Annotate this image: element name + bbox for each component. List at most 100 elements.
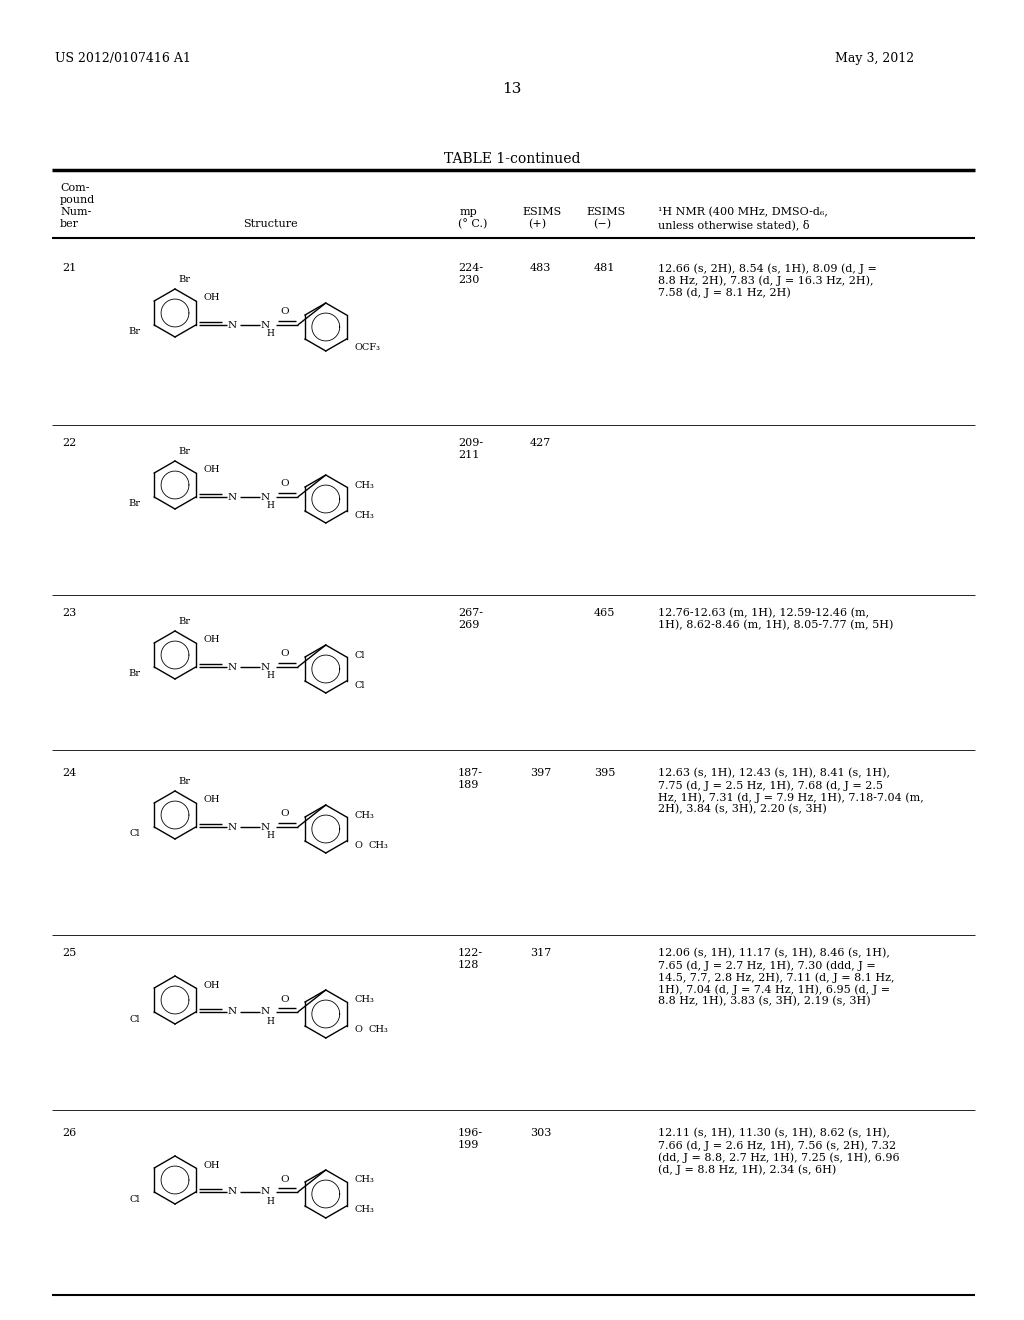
Text: O: O: [281, 1175, 289, 1184]
Text: OH: OH: [204, 466, 220, 474]
Text: 209-: 209-: [458, 438, 483, 447]
Text: OH: OH: [204, 635, 220, 644]
Text: Hz, 1H), 7.31 (d, J = 7.9 Hz, 1H), 7.18-7.04 (m,: Hz, 1H), 7.31 (d, J = 7.9 Hz, 1H), 7.18-…: [658, 792, 924, 803]
Text: (d, J = 8.8 Hz, 1H), 2.34 (s, 6H): (d, J = 8.8 Hz, 1H), 2.34 (s, 6H): [658, 1164, 837, 1175]
Text: 12.11 (s, 1H), 11.30 (s, 1H), 8.62 (s, 1H),: 12.11 (s, 1H), 11.30 (s, 1H), 8.62 (s, 1…: [658, 1129, 890, 1138]
Text: O: O: [281, 308, 289, 317]
Text: OH: OH: [204, 293, 220, 302]
Text: N: N: [227, 321, 237, 330]
Text: 427: 427: [530, 438, 551, 447]
Text: 21: 21: [62, 263, 76, 273]
Text: N: N: [227, 1188, 237, 1196]
Text: H: H: [267, 832, 274, 841]
Text: N: N: [260, 1007, 269, 1016]
Text: 12.63 (s, 1H), 12.43 (s, 1H), 8.41 (s, 1H),: 12.63 (s, 1H), 12.43 (s, 1H), 8.41 (s, 1…: [658, 768, 890, 779]
Text: mp: mp: [460, 207, 478, 216]
Text: Cl: Cl: [130, 1015, 140, 1023]
Text: H: H: [267, 1016, 274, 1026]
Text: Br: Br: [128, 327, 140, 337]
Text: N: N: [227, 1007, 237, 1016]
Text: 196-: 196-: [458, 1129, 483, 1138]
Text: N: N: [260, 321, 269, 330]
Text: 7.75 (d, J = 2.5 Hz, 1H), 7.68 (d, J = 2.5: 7.75 (d, J = 2.5 Hz, 1H), 7.68 (d, J = 2…: [658, 780, 883, 791]
Text: 267-: 267-: [458, 609, 483, 618]
Text: 23: 23: [62, 609, 76, 618]
Text: 12.76-12.63 (m, 1H), 12.59-12.46 (m,: 12.76-12.63 (m, 1H), 12.59-12.46 (m,: [658, 609, 869, 618]
Text: 483: 483: [530, 263, 551, 273]
Text: Cl: Cl: [130, 829, 140, 838]
Text: Br: Br: [128, 499, 140, 508]
Text: 13: 13: [503, 82, 521, 96]
Text: OH: OH: [204, 796, 220, 804]
Text: O: O: [281, 809, 289, 818]
Text: TABLE 1-continued: TABLE 1-continued: [443, 152, 581, 166]
Text: N: N: [260, 1188, 269, 1196]
Text: ESIMS: ESIMS: [586, 207, 626, 216]
Text: 7.66 (d, J = 2.6 Hz, 1H), 7.56 (s, 2H), 7.32: 7.66 (d, J = 2.6 Hz, 1H), 7.56 (s, 2H), …: [658, 1140, 896, 1151]
Text: CH₃: CH₃: [369, 1026, 388, 1035]
Text: H: H: [267, 672, 274, 681]
Text: May 3, 2012: May 3, 2012: [835, 51, 914, 65]
Text: 7.65 (d, J = 2.7 Hz, 1H), 7.30 (ddd, J =: 7.65 (d, J = 2.7 Hz, 1H), 7.30 (ddd, J =: [658, 960, 876, 970]
Text: 7.58 (d, J = 8.1 Hz, 2H): 7.58 (d, J = 8.1 Hz, 2H): [658, 286, 791, 297]
Text: Br: Br: [178, 777, 190, 787]
Text: ESIMS: ESIMS: [522, 207, 561, 216]
Text: Cl: Cl: [130, 1195, 140, 1204]
Text: Br: Br: [178, 618, 190, 627]
Text: pound: pound: [60, 195, 95, 205]
Text: 211: 211: [458, 450, 479, 459]
Text: (+): (+): [528, 219, 546, 230]
Text: CH₃: CH₃: [354, 995, 375, 1005]
Text: O: O: [281, 479, 289, 488]
Text: 24: 24: [62, 768, 76, 777]
Text: CH₃: CH₃: [354, 511, 375, 520]
Text: Cl: Cl: [354, 681, 366, 689]
Text: 465: 465: [594, 609, 615, 618]
Text: Br: Br: [178, 276, 190, 285]
Text: (−): (−): [593, 219, 611, 230]
Text: (° C.): (° C.): [458, 219, 487, 230]
Text: 22: 22: [62, 438, 76, 447]
Text: H: H: [267, 330, 274, 338]
Text: 230: 230: [458, 275, 479, 285]
Text: (dd, J = 8.8, 2.7 Hz, 1H), 7.25 (s, 1H), 6.96: (dd, J = 8.8, 2.7 Hz, 1H), 7.25 (s, 1H),…: [658, 1152, 900, 1163]
Text: 8.8 Hz, 1H), 3.83 (s, 3H), 2.19 (s, 3H): 8.8 Hz, 1H), 3.83 (s, 3H), 2.19 (s, 3H): [658, 997, 870, 1006]
Text: OH: OH: [204, 981, 220, 990]
Text: 269: 269: [458, 620, 479, 630]
Text: CH₃: CH₃: [369, 841, 388, 850]
Text: O: O: [281, 649, 289, 659]
Text: 395: 395: [594, 768, 615, 777]
Text: O: O: [354, 841, 362, 850]
Text: 187-: 187-: [458, 768, 483, 777]
Text: Structure: Structure: [243, 219, 297, 228]
Text: OCF₃: OCF₃: [354, 342, 381, 351]
Text: 303: 303: [530, 1129, 551, 1138]
Text: ¹H NMR (400 MHz, DMSO-d₆,: ¹H NMR (400 MHz, DMSO-d₆,: [658, 207, 827, 218]
Text: O: O: [354, 1026, 362, 1035]
Text: 317: 317: [530, 948, 551, 958]
Text: 128: 128: [458, 960, 479, 970]
Text: 25: 25: [62, 948, 76, 958]
Text: 8.8 Hz, 2H), 7.83 (d, J = 16.3 Hz, 2H),: 8.8 Hz, 2H), 7.83 (d, J = 16.3 Hz, 2H),: [658, 275, 873, 285]
Text: 12.06 (s, 1H), 11.17 (s, 1H), 8.46 (s, 1H),: 12.06 (s, 1H), 11.17 (s, 1H), 8.46 (s, 1…: [658, 948, 890, 958]
Text: Cl: Cl: [354, 651, 366, 660]
Text: 26: 26: [62, 1129, 76, 1138]
Text: 224-: 224-: [458, 263, 483, 273]
Text: 397: 397: [530, 768, 551, 777]
Text: US 2012/0107416 A1: US 2012/0107416 A1: [55, 51, 190, 65]
Text: H: H: [267, 502, 274, 511]
Text: Com-: Com-: [60, 183, 89, 193]
Text: 189: 189: [458, 780, 479, 789]
Text: N: N: [227, 822, 237, 832]
Text: N: N: [260, 492, 269, 502]
Text: 199: 199: [458, 1140, 479, 1150]
Text: 2H), 3.84 (s, 3H), 2.20 (s, 3H): 2H), 3.84 (s, 3H), 2.20 (s, 3H): [658, 804, 826, 814]
Text: ber: ber: [60, 219, 79, 228]
Text: OH: OH: [204, 1160, 220, 1170]
Text: CH₃: CH₃: [354, 480, 375, 490]
Text: 481: 481: [594, 263, 615, 273]
Text: N: N: [260, 822, 269, 832]
Text: CH₃: CH₃: [354, 1176, 375, 1184]
Text: H: H: [267, 1196, 274, 1205]
Text: unless otherwise stated), δ: unless otherwise stated), δ: [658, 219, 810, 230]
